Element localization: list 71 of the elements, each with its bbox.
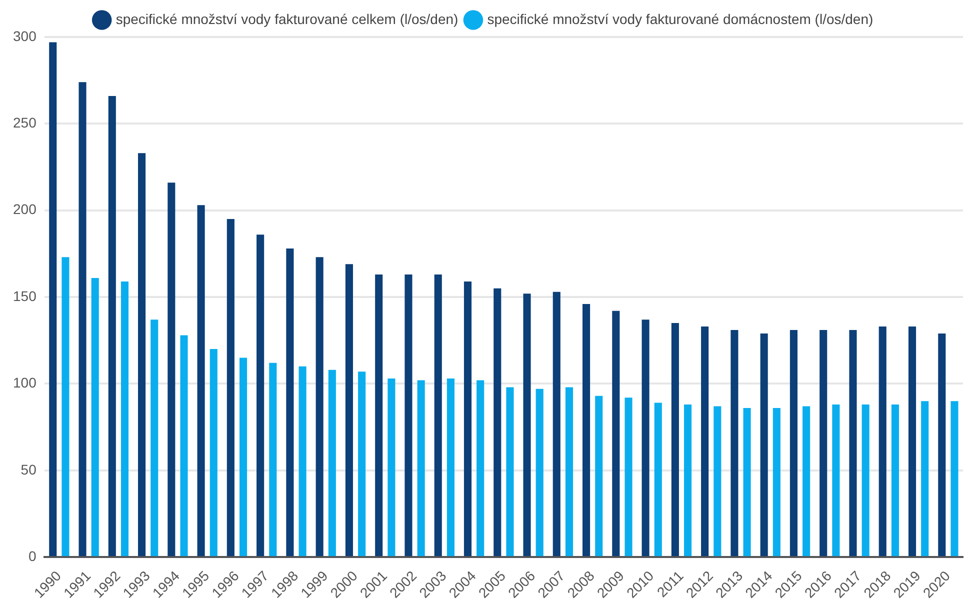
bar xyxy=(908,326,916,556)
y-tick-label: 250 xyxy=(13,114,37,131)
bar xyxy=(464,281,472,556)
bar xyxy=(328,370,336,556)
bar xyxy=(730,330,738,556)
bar xyxy=(684,404,692,556)
bar xyxy=(226,219,234,556)
bar xyxy=(120,281,129,556)
bar xyxy=(714,406,722,556)
bar xyxy=(832,404,840,556)
bar xyxy=(197,205,205,556)
bar xyxy=(802,406,810,556)
y-tick-label: 200 xyxy=(13,201,37,218)
bar xyxy=(612,310,620,556)
bar xyxy=(180,335,188,556)
bar xyxy=(49,42,57,556)
bar xyxy=(269,362,277,556)
bar xyxy=(404,274,412,556)
bar xyxy=(150,320,158,556)
legend-label: specifické množství vody fakturované celkem (l/os/den) xyxy=(116,10,458,27)
bar xyxy=(239,358,248,556)
bar xyxy=(701,326,709,556)
bar xyxy=(506,387,514,556)
bar xyxy=(624,398,632,556)
bar xyxy=(595,396,603,556)
bar xyxy=(536,388,544,556)
bar xyxy=(862,404,870,556)
bar xyxy=(417,380,425,556)
bar xyxy=(138,153,146,556)
bar xyxy=(375,274,383,556)
bar xyxy=(743,408,751,556)
bar xyxy=(772,408,780,556)
bar xyxy=(256,234,264,556)
bar xyxy=(671,323,679,556)
bar xyxy=(168,182,176,556)
bar xyxy=(434,274,442,556)
bar xyxy=(286,248,294,556)
bar xyxy=(91,278,99,556)
bar xyxy=(62,257,70,556)
bar xyxy=(78,82,86,556)
bar xyxy=(388,378,396,556)
legend-label: specifické množství vody fakturované domácnostem (l/os/den) xyxy=(487,10,874,27)
bar xyxy=(345,264,353,556)
bar xyxy=(565,387,574,556)
bar xyxy=(523,294,531,556)
bar xyxy=(654,402,662,556)
bar xyxy=(552,292,560,556)
bar xyxy=(950,401,958,556)
bar xyxy=(760,333,768,556)
bar xyxy=(316,257,324,556)
bar xyxy=(891,404,899,556)
y-tick-label: 100 xyxy=(13,374,37,391)
y-tick-label: 50 xyxy=(20,461,37,478)
bar xyxy=(790,330,798,556)
bar xyxy=(210,349,218,556)
bar xyxy=(358,372,366,556)
bar xyxy=(921,401,929,556)
bar xyxy=(476,380,484,556)
bar xyxy=(494,288,502,556)
bar xyxy=(849,330,857,556)
y-tick-label: 0 xyxy=(28,548,37,564)
bar xyxy=(642,320,650,556)
y-tick-label: 150 xyxy=(13,288,37,304)
bar xyxy=(820,330,828,556)
y-tick-label: 300 xyxy=(13,28,37,44)
bar xyxy=(446,378,454,556)
bar xyxy=(298,366,306,556)
bar xyxy=(938,333,946,556)
bar xyxy=(108,96,116,556)
bar xyxy=(582,304,590,556)
bar xyxy=(878,326,886,556)
